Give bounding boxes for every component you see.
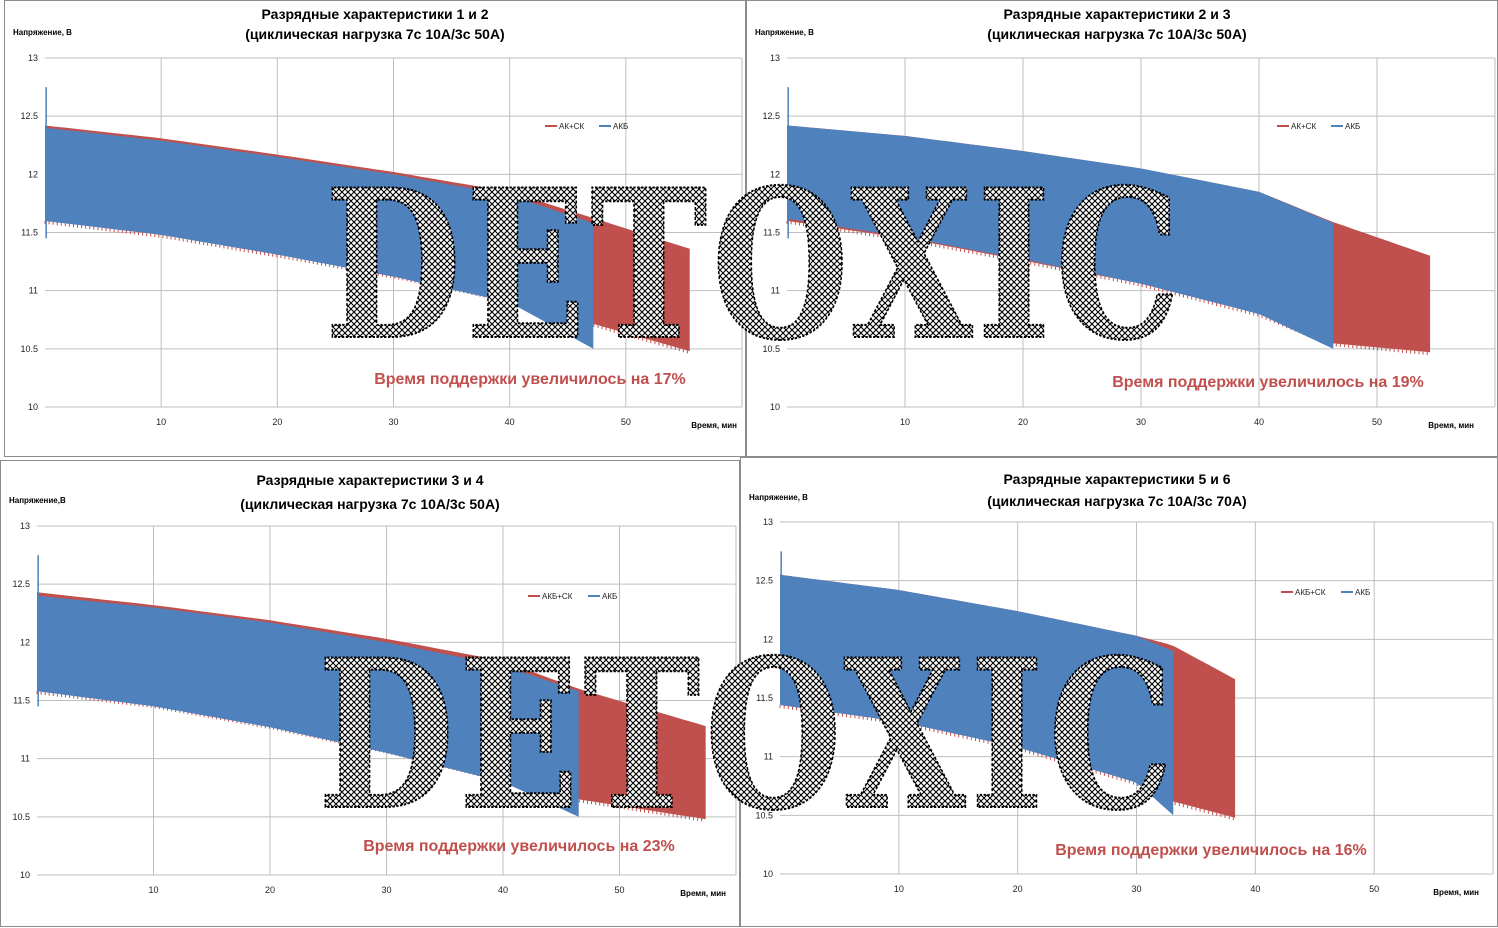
legend-label: АК+СК xyxy=(559,122,584,131)
chart-panel-1: Разрядные характеристики 1 и 2 (циклическ… xyxy=(4,0,746,457)
x-tick-label: 20 xyxy=(265,885,275,895)
legend-label: АКБ xyxy=(602,592,617,601)
y-tick-label: 12 xyxy=(20,637,30,647)
x-tick-label: 50 xyxy=(621,417,631,427)
y-tick-label: 10.5 xyxy=(762,344,780,354)
x-tick-label: 50 xyxy=(614,885,624,895)
chart-annotation: Время поддержки увеличилось на 16% xyxy=(1055,842,1367,859)
x-tick-label: 20 xyxy=(1013,884,1023,894)
chart-svg: Разрядные характеристики 5 и 6 (циклическ… xyxy=(749,471,1494,897)
legend: АК+СК АКБ xyxy=(1277,122,1360,131)
x-tick-label: 30 xyxy=(1136,417,1146,427)
y-tick-label: 10 xyxy=(770,402,780,412)
y-tick-label: 11 xyxy=(29,286,38,296)
x-axis-label: Время, мин xyxy=(1433,888,1479,897)
x-tick-label: 40 xyxy=(505,417,515,427)
y-tick-label: 12.5 xyxy=(755,576,773,586)
chart-svg: Разрядные характеристики 1 и 2 (циклическ… xyxy=(13,6,743,430)
chart-annotation: Время поддержки увеличилось на 23% xyxy=(363,838,675,855)
series-battery xyxy=(787,87,1334,349)
chart-subtitle: (циклическая нагрузка 7с 10А/3с 50А) xyxy=(245,26,504,42)
y-axis-label: Напряжение, В xyxy=(749,493,808,502)
x-tick-label: 10 xyxy=(148,885,158,895)
y-tick-label: 10.5 xyxy=(755,810,773,820)
x-axis-label: Время, мин xyxy=(691,421,737,430)
y-tick-label: 11 xyxy=(771,286,780,296)
y-tick-label: 12.5 xyxy=(762,111,780,121)
chart-svg: Разрядные характеристики 2 и 3 (циклическ… xyxy=(755,6,1496,430)
x-tick-label: 40 xyxy=(1254,417,1264,427)
y-tick-label: 10 xyxy=(20,870,30,880)
chart-annotation: Время поддержки увеличилось на 17% xyxy=(374,371,686,388)
chart-subtitle: (циклическая нагрузка 7с 10А/3с 50А) xyxy=(987,26,1246,42)
legend-label: АКБ xyxy=(1355,588,1370,597)
x-axis-label: Время, мин xyxy=(680,889,726,898)
legend-label: АКБ+СК xyxy=(1295,588,1326,597)
x-tick-label: 30 xyxy=(381,885,391,895)
y-tick-label: 11.5 xyxy=(13,696,30,706)
y-tick-label: 10.5 xyxy=(12,812,30,822)
y-axis-label: Напряжение, В xyxy=(13,28,72,37)
y-tick-label: 10 xyxy=(763,869,773,879)
legend: АКБ+СК АКБ xyxy=(528,592,617,601)
chart-annotation: Время поддержки увеличилось на 19% xyxy=(1112,374,1424,391)
y-tick-label: 13 xyxy=(28,53,38,63)
y-tick-label: 11 xyxy=(764,752,773,762)
y-tick-label: 13 xyxy=(770,53,780,63)
series-band xyxy=(37,595,579,817)
series-ripple xyxy=(779,705,1234,821)
x-tick-label: 20 xyxy=(272,417,282,427)
x-tick-label: 40 xyxy=(1250,884,1260,894)
chart-title: Разрядные характеристики 5 и 6 xyxy=(1003,471,1230,487)
y-tick-label: 11 xyxy=(21,754,30,764)
chart-panel-3: Разрядные характеристики 3 и 4 (циклическ… xyxy=(0,460,740,927)
series-band xyxy=(787,125,1334,349)
y-tick-label: 10.5 xyxy=(20,344,38,354)
chart-subtitle: (циклическая нагрузка 7с 10А/3с 70А) xyxy=(987,493,1246,509)
chart-svg: Разрядные характеристики 3 и 4 (циклическ… xyxy=(9,472,737,898)
legend-label: АКБ xyxy=(613,122,628,131)
chart-panel-2: Разрядные характеристики 2 и 3 (циклическ… xyxy=(746,0,1498,457)
chart-subtitle: (циклическая нагрузка 7с 10А/3с 50А) xyxy=(240,496,499,512)
y-tick-label: 11.5 xyxy=(756,693,773,703)
y-tick-label: 13 xyxy=(763,517,773,527)
x-tick-label: 30 xyxy=(1131,884,1141,894)
x-tick-label: 10 xyxy=(156,417,166,427)
y-tick-label: 10 xyxy=(28,402,38,412)
y-tick-label: 12 xyxy=(28,169,38,179)
x-tick-label: 30 xyxy=(388,417,398,427)
legend-label: АК+СК xyxy=(1291,122,1316,131)
y-tick-label: 12.5 xyxy=(12,579,30,589)
y-tick-label: 11.5 xyxy=(763,228,780,238)
y-tick-label: 11.5 xyxy=(21,228,38,238)
chart-title: Разрядные характеристики 3 и 4 xyxy=(256,472,483,488)
series-band xyxy=(45,127,594,349)
legend-label: АКБ+СК xyxy=(542,592,573,601)
x-tick-label: 20 xyxy=(1018,417,1028,427)
series-battery xyxy=(45,87,594,349)
x-axis-label: Время, мин xyxy=(1428,421,1474,430)
legend: АКБ+СК АКБ xyxy=(1281,588,1370,597)
y-axis-label: Напряжение,В xyxy=(9,496,66,505)
x-tick-label: 10 xyxy=(900,417,910,427)
grid xyxy=(37,525,737,876)
chart-title: Разрядные характеристики 1 и 2 xyxy=(261,6,488,22)
y-axis-label: Напряжение, В xyxy=(755,28,814,37)
series-band xyxy=(780,574,1174,816)
legend: АК+СК АКБ xyxy=(545,122,628,131)
x-tick-label: 40 xyxy=(498,885,508,895)
series-battery xyxy=(780,551,1174,816)
x-tick-label: 10 xyxy=(894,884,904,894)
y-tick-label: 12 xyxy=(763,634,773,644)
series-battery xyxy=(37,555,579,817)
y-tick-label: 12 xyxy=(770,169,780,179)
y-tick-label: 13 xyxy=(20,521,30,531)
x-tick-label: 50 xyxy=(1369,884,1379,894)
y-tick-label: 12.5 xyxy=(20,111,38,121)
x-tick-label: 50 xyxy=(1372,417,1382,427)
chart-panel-4: Разрядные характеристики 5 и 6 (циклическ… xyxy=(740,457,1498,927)
chart-title: Разрядные характеристики 2 и 3 xyxy=(1003,6,1230,22)
legend-label: АКБ xyxy=(1345,122,1360,131)
